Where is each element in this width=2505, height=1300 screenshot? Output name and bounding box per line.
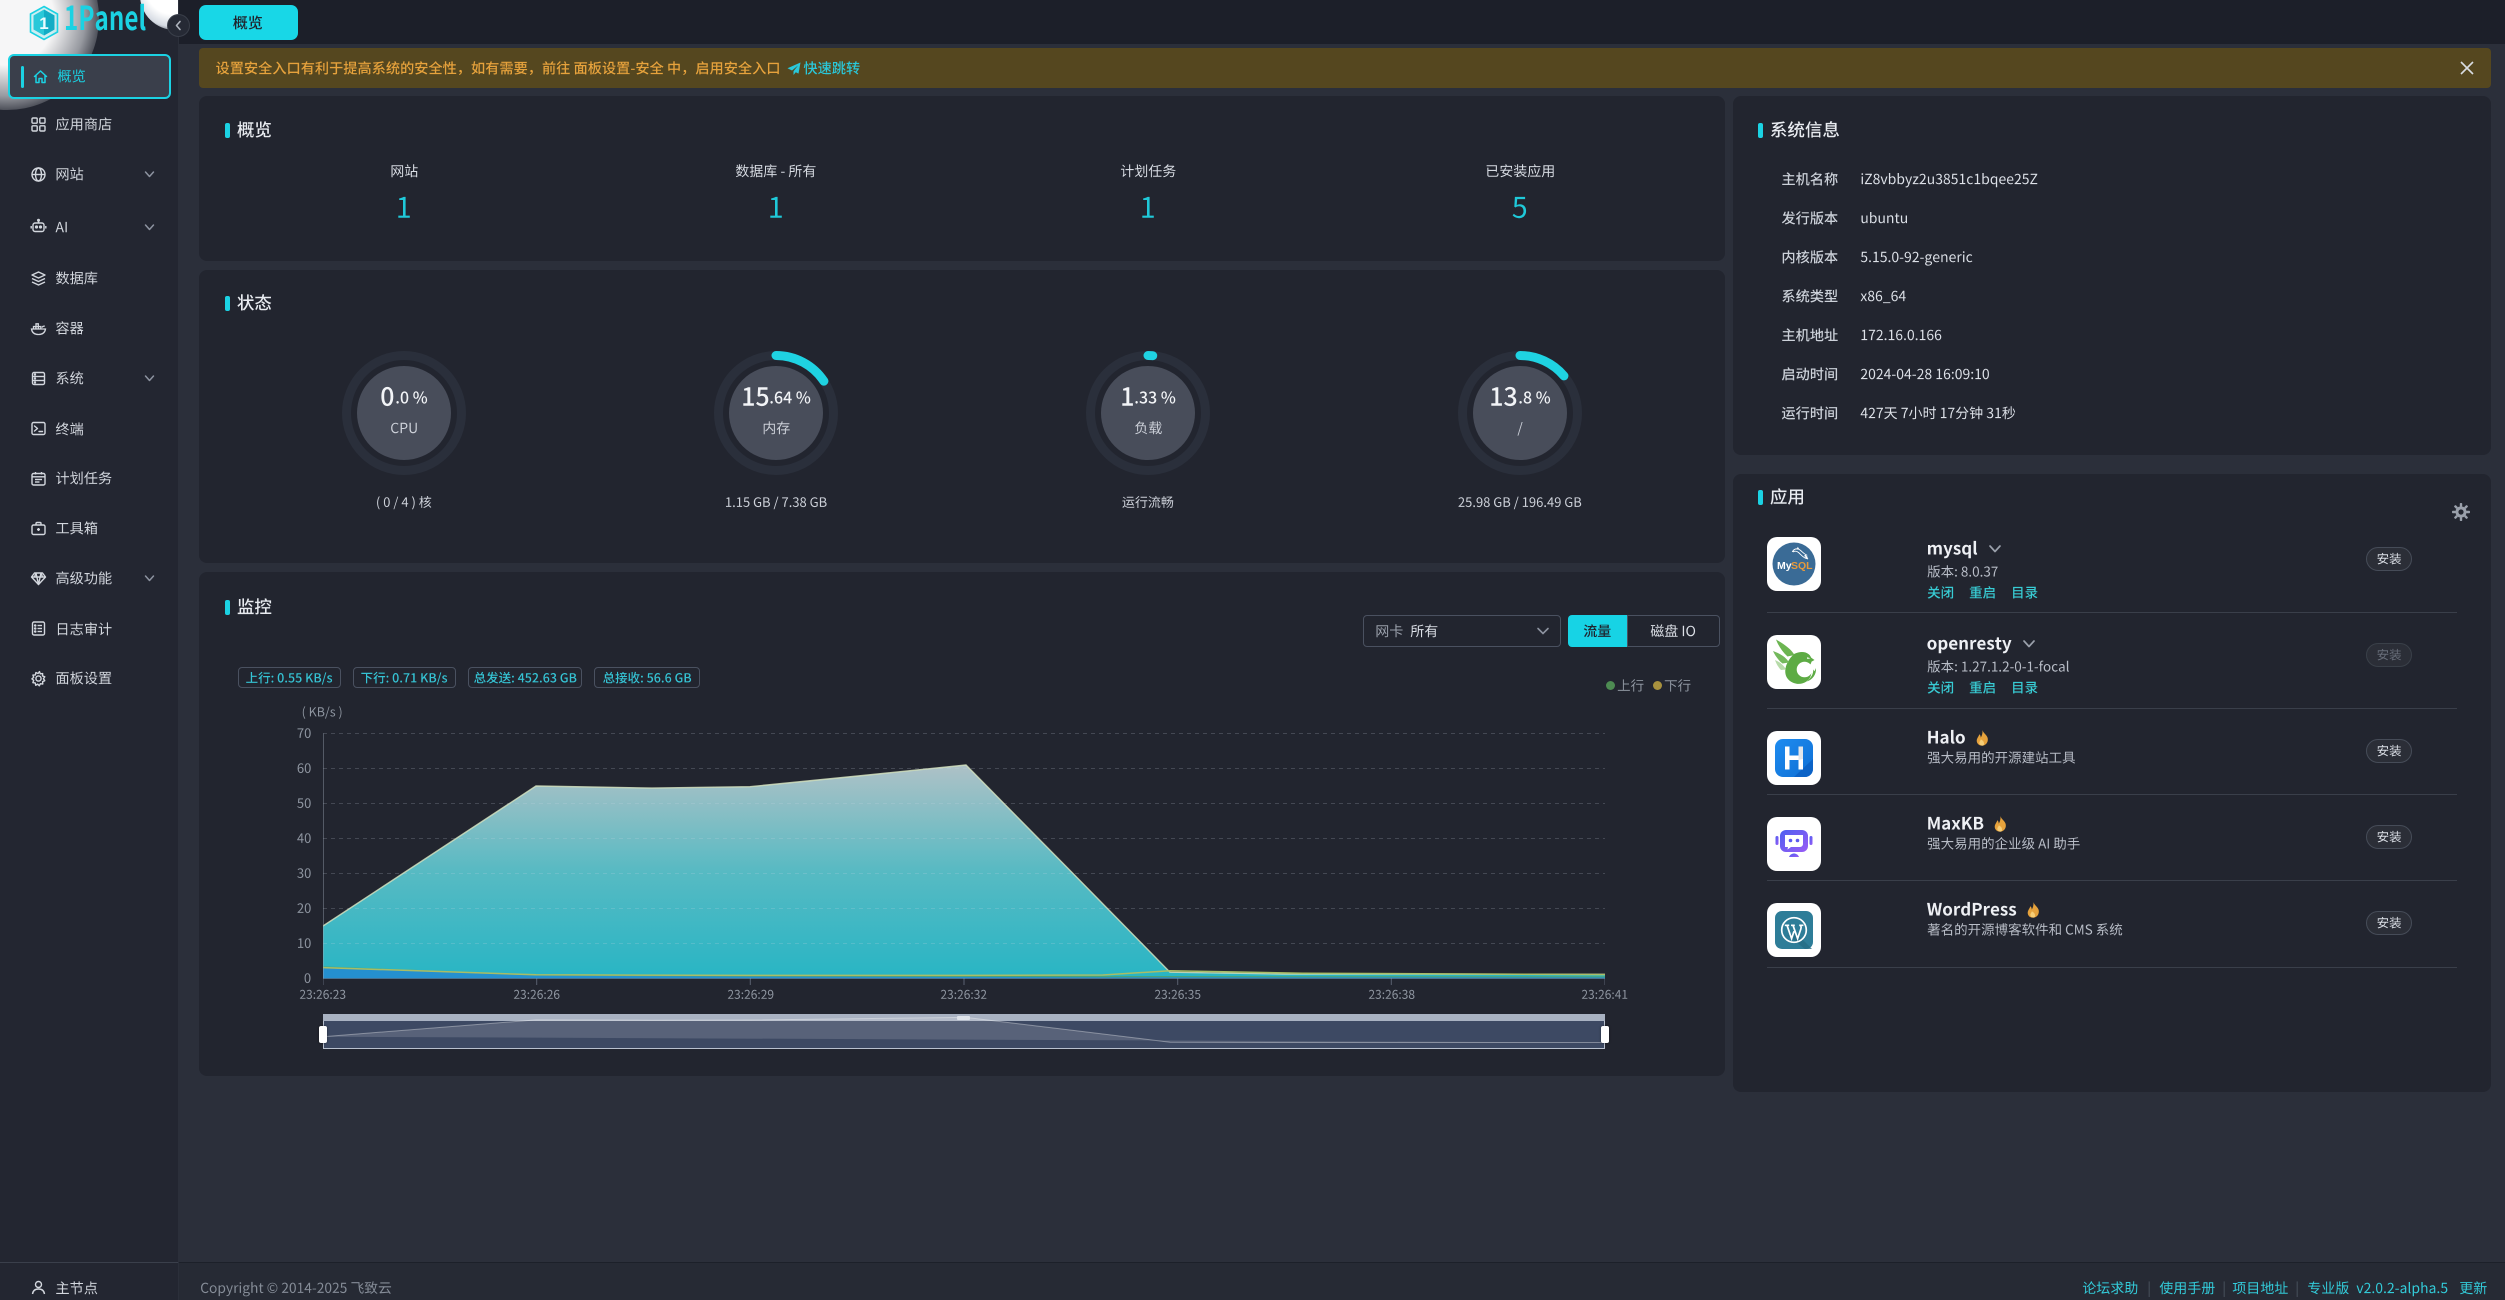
svg-text:My: My <box>1777 560 1792 572</box>
svg-text:SQL: SQL <box>1791 560 1813 572</box>
svg-text:1: 1 <box>39 14 48 33</box>
